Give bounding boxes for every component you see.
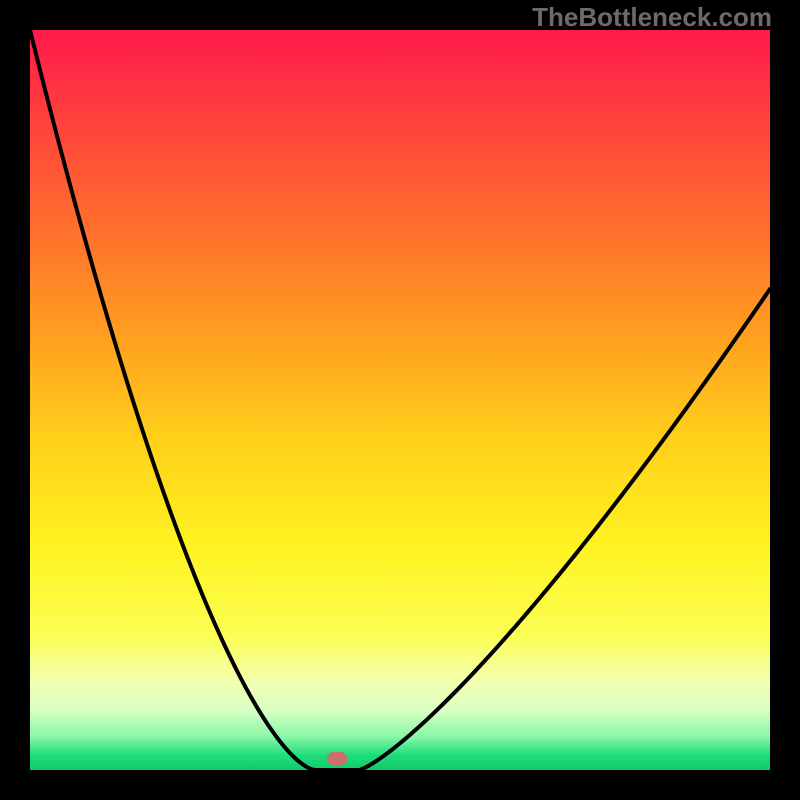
bottleneck-curve	[0, 0, 800, 800]
chart-canvas: TheBottleneck.com	[0, 0, 800, 800]
minimum-marker	[327, 752, 347, 765]
curve-path	[30, 30, 770, 770]
